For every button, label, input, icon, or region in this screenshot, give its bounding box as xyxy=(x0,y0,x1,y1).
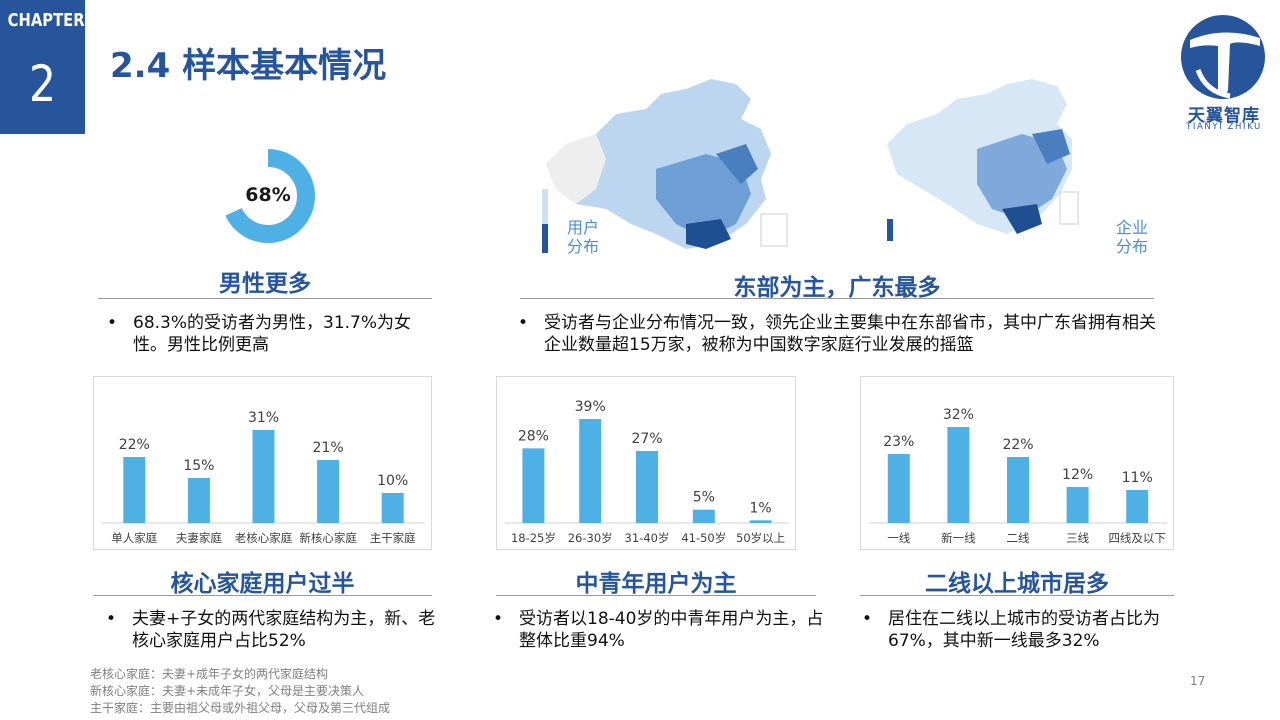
city-divider xyxy=(860,595,1174,596)
family-bullet: • 夫妻+子女的两代家庭结构为主，新、老核心家庭用户占比52% xyxy=(106,608,436,652)
bar xyxy=(1126,490,1149,523)
age-bullet-text: 受访者以18-40岁的中青年用户为主，占整体比重94% xyxy=(519,609,824,651)
logo-text-cn: 天翼智库 xyxy=(1188,106,1260,126)
bullet-dot: • xyxy=(862,609,873,629)
bar-value-label: 12% xyxy=(1062,467,1093,483)
age-divider xyxy=(496,595,816,596)
gender-section-title: 男性更多 xyxy=(219,271,311,297)
age-section-title: 中青年用户为主 xyxy=(575,571,737,597)
family-bullet-text: 夫妻+子女的两代家庭结构为主，新、老核心家庭用户占比52% xyxy=(132,609,436,651)
donut-arc xyxy=(221,149,315,243)
user-map-label: 用户 分布 xyxy=(566,218,599,256)
chapter-number: 2 xyxy=(28,55,57,113)
bar-value-label: 23% xyxy=(883,434,914,450)
city-section-title: 二线以上城市居多 xyxy=(925,571,1109,597)
city-tier-chart: 23% 一线 32% 新一线 22% 二线 12% 三线 11% 四线及以下 xyxy=(860,376,1174,550)
region-divider xyxy=(520,298,1154,299)
category-tick-label: 二线 xyxy=(1007,531,1030,545)
bullet-dot: • xyxy=(106,609,117,629)
family-section-title: 核心家庭用户过半 xyxy=(170,571,355,597)
footnote-line: 主干家庭：主要由祖父母或外祖父母，父母及第三代组成 xyxy=(90,701,391,715)
gender-divider xyxy=(98,298,432,299)
category-tick-label: 夫妻家庭 xyxy=(176,531,222,545)
footnote-line: 新核心家庭：夫妻+未成年子女，父母是主要决策人 xyxy=(90,684,365,698)
age-group-chart: 28% 18-25岁 39% 26-30岁 27% 31-40岁 5% 41-50岁 1% 50岁… xyxy=(496,376,796,550)
bar xyxy=(947,427,970,523)
gender-bullet: • 68.3%的受访者为男性，31.7%为女性。男性比例更高 xyxy=(107,312,427,356)
category-tick-label: 新一线 xyxy=(941,531,976,545)
bar-value-label: 27% xyxy=(631,431,662,447)
city-bullet: • 居住在二线以上城市的受访者占比为67%，其中新一线最多32% xyxy=(862,608,1194,652)
bar-value-label: 21% xyxy=(313,440,344,456)
bar xyxy=(522,448,545,523)
page-title: 2.4 样本基本情况 xyxy=(110,46,387,86)
bullet-dot: • xyxy=(493,609,504,629)
region-section-title: 东部为主，广东最多 xyxy=(733,275,941,301)
gender-donut-chart xyxy=(221,149,315,243)
bar-value-label: 10% xyxy=(377,473,408,489)
age-group-chart-svg: 28% 18-25岁 39% 26-30岁 27% 31-40岁 5% 41-50岁 1% 50岁… xyxy=(505,399,789,545)
bar xyxy=(692,509,715,523)
tianyi-logo-icon xyxy=(1181,15,1265,99)
bar xyxy=(887,454,910,523)
chapter-label: CHAPTER xyxy=(7,10,85,31)
logo-text-en: TIANYI ZHIKU xyxy=(1186,122,1262,132)
enterprise-map-label: 企业 分布 xyxy=(1115,218,1148,256)
bar-value-label: 31% xyxy=(248,410,279,426)
category-tick-label: 三线 xyxy=(1066,531,1089,545)
category-tick-label: 主干家庭 xyxy=(370,531,416,545)
bar xyxy=(252,430,275,523)
bar-value-label: 22% xyxy=(119,437,150,453)
bar-value-label: 28% xyxy=(518,428,549,444)
category-tick-label: 18-25岁 xyxy=(511,531,556,545)
footnotes: 老核心家庭：夫妻+成年子女的两代家庭结构 新核心家庭：夫妻+未成年子女，父母是主… xyxy=(90,666,390,717)
region-bullet-text: 受访者与企业分布情况一致，领先企业主要集中在东部省市，其中广东省拥有相关企业数量… xyxy=(544,313,1156,355)
chapter-tab: CHAPTER 2 xyxy=(0,0,85,134)
category-tick-label: 31-40岁 xyxy=(625,531,670,545)
category-tick-label: 单人家庭 xyxy=(111,531,157,545)
user-distribution-map xyxy=(542,79,788,253)
footnote-line: 老核心家庭：夫妻+成年子女的两代家庭结构 xyxy=(90,667,329,681)
city-bullet-text: 居住在二线以上城市的受访者占比为67%，其中新一线最多32% xyxy=(888,609,1160,651)
category-tick-label: 41-50岁 xyxy=(681,531,726,545)
bar xyxy=(381,493,404,523)
family-structure-chart-svg: 22% 单人家庭 15% 夫妻家庭 31% 老核心家庭 21% 新核心家庭 10% 主干家庭 xyxy=(102,410,425,545)
bullet-dot: • xyxy=(107,313,118,333)
donut-value-label: 68% xyxy=(245,184,291,206)
bar-value-label: 1% xyxy=(749,500,771,516)
bar xyxy=(1066,487,1089,523)
bar-value-label: 32% xyxy=(943,407,974,423)
enterprise-distribution-map xyxy=(887,79,1079,241)
bar xyxy=(1007,457,1029,523)
city-tier-chart-svg: 23% 一线 32% 新一线 22% 二线 12% 三线 11% 四线及以下 xyxy=(869,407,1167,545)
age-bullet: • 受访者以18-40岁的中青年用户为主，占整体比重94% xyxy=(493,608,829,652)
category-tick-label: 四线及以下 xyxy=(1108,531,1166,545)
bar xyxy=(317,460,340,523)
bar xyxy=(579,419,602,523)
gender-bullet-text: 68.3%的受访者为男性，31.7%为女性。男性比例更高 xyxy=(133,313,412,355)
category-tick-label: 老核心家庭 xyxy=(235,531,293,545)
category-tick-label: 新核心家庭 xyxy=(299,531,357,545)
bar-value-label: 22% xyxy=(1002,437,1033,453)
category-tick-label: 50岁以上 xyxy=(736,531,785,545)
bar xyxy=(749,520,772,523)
family-divider xyxy=(93,595,432,596)
category-tick-label: 一线 xyxy=(887,531,910,545)
bar xyxy=(187,478,210,523)
bar-value-label: 15% xyxy=(183,458,214,474)
bar-value-label: 11% xyxy=(1122,470,1153,486)
bar xyxy=(123,457,146,523)
bullet-dot: • xyxy=(518,313,529,333)
bar-value-label: 5% xyxy=(693,490,715,506)
family-structure-chart: 22% 单人家庭 15% 夫妻家庭 31% 老核心家庭 21% 新核心家庭 10% 主干家庭 xyxy=(93,376,432,550)
region-bullet: • 受访者与企业分布情况一致，领先企业主要集中在东部省市，其中广东省拥有相关企业… xyxy=(518,312,1158,356)
category-tick-label: 26-30岁 xyxy=(568,531,613,545)
bar-value-label: 39% xyxy=(575,399,606,415)
page-number: 17 xyxy=(1190,674,1206,688)
bar xyxy=(636,451,658,523)
